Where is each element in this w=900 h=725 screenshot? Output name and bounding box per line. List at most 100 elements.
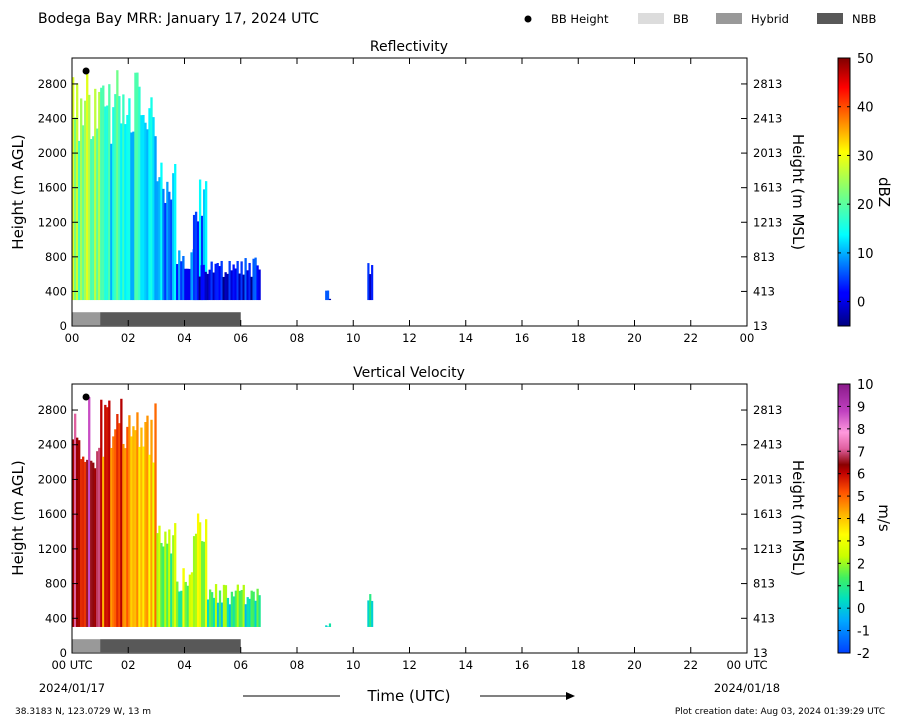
echo-segment [196,221,200,301]
echo-segment [182,255,185,301]
echo-segment [110,143,113,301]
y-tick-label: 2000 [38,472,67,486]
echo-segment [226,273,229,301]
colorbar-tick-label: 7 [857,445,865,460]
echo-segment [242,274,245,301]
colorbar-tick-label: -1 [857,625,870,640]
x-tick-label: 02 [121,331,136,345]
echo-segment [172,535,175,627]
bb-height-point [82,393,90,401]
echo-segment [207,599,210,627]
echo-segment [134,72,137,301]
echo-segment [112,436,115,627]
echo-segment [214,584,218,627]
footer-created: Plot creation date: Aug 03, 2024 01:39:2… [675,707,885,717]
x-tick-label: 02 [121,658,136,672]
echo-segment [176,264,179,301]
echo-segment [124,124,127,301]
echo-segment [152,117,155,301]
echo-segment [198,179,202,301]
y-tick-label-right: 2413 [753,438,782,452]
echo-segment [116,70,119,301]
echo-segment [84,461,87,627]
echo-segment [146,415,149,627]
echo-segment [172,173,175,301]
echo-segment [134,430,137,627]
echo-segment [258,595,261,627]
echo-segment [120,123,123,301]
echo-segment [140,115,143,301]
echo-segment [204,271,207,301]
colorbar-tick-label: 9 [857,400,865,415]
x-tick-label: 14 [458,658,473,672]
echo-segment [236,584,239,627]
echo-segment [144,422,147,627]
x-tick-label: 06 [233,658,248,672]
echo-segment [202,189,206,301]
colorbar-tick-label: 10 [857,378,874,393]
x-tick-label: 20 [627,331,642,345]
echo-segment [248,262,251,301]
y-tick-label: 2400 [38,438,67,452]
echo-segment [180,590,183,627]
echo-segment [228,260,231,301]
echo-segment [246,597,249,627]
echo-segment [154,136,157,301]
echo-segment [126,426,129,627]
echo-segment [200,265,203,301]
echo-segment [248,598,251,627]
x-tick-label: 12 [402,331,417,345]
echo-segment [327,290,330,301]
echo-segment [156,533,159,627]
y-tick-label-right: 2413 [753,112,782,126]
x-tick-label: 12 [402,658,417,672]
echo-segment [148,108,151,301]
legend: BB Height BB Hybrid NBB [524,12,876,26]
legend-swatch-hybrid [716,13,742,24]
echo-segment [106,105,109,301]
echo-segment [254,257,257,301]
echo-segment [100,87,103,301]
echo-segment [136,72,139,301]
echo-segment [82,456,85,627]
echo-segment [108,84,111,301]
echo-segment [160,162,163,301]
echo-segment [226,597,230,627]
colorbar-tick-label: 2 [857,557,865,572]
echo-segment [325,290,328,301]
y-tick-label: 2000 [38,146,67,160]
echo-segment [82,125,85,301]
echo-segment [94,468,97,627]
echo-segment [192,214,196,301]
echo-segment [174,523,177,627]
echo-segment [214,263,217,301]
colorbar-tick-label: -2 [857,647,870,662]
echo-segment [190,252,193,301]
legend-swatch-nbb [817,13,843,24]
y-tick-label: 800 [45,250,67,264]
echo-segment [367,263,370,301]
echo-segment [86,73,89,301]
echo-segment [142,114,145,301]
y-tick-label: 2800 [38,77,67,91]
y-axis-label: Height (m AGL) [9,134,27,249]
x-tick-label: 00 UTC [51,658,92,672]
echo-segment [104,404,107,627]
echo-segment [146,129,149,301]
echo-segment [96,451,99,627]
y-tick-label-right: 413 [753,284,775,298]
echo-segment [144,122,147,301]
echo-segment [160,542,163,627]
echo-segment [369,594,372,627]
colorbar-tick-label: 10 [857,247,874,262]
echo-segment [244,604,247,627]
colorbar-tick-label: 0 [857,296,865,311]
echo-segment [198,522,202,627]
echo-segment [102,85,105,301]
x-tick-label: 10 [346,331,361,345]
echo-segment [80,459,83,627]
echo-segment [130,436,133,627]
echo-segment [212,597,216,627]
x-tick-label: 18 [571,331,586,345]
